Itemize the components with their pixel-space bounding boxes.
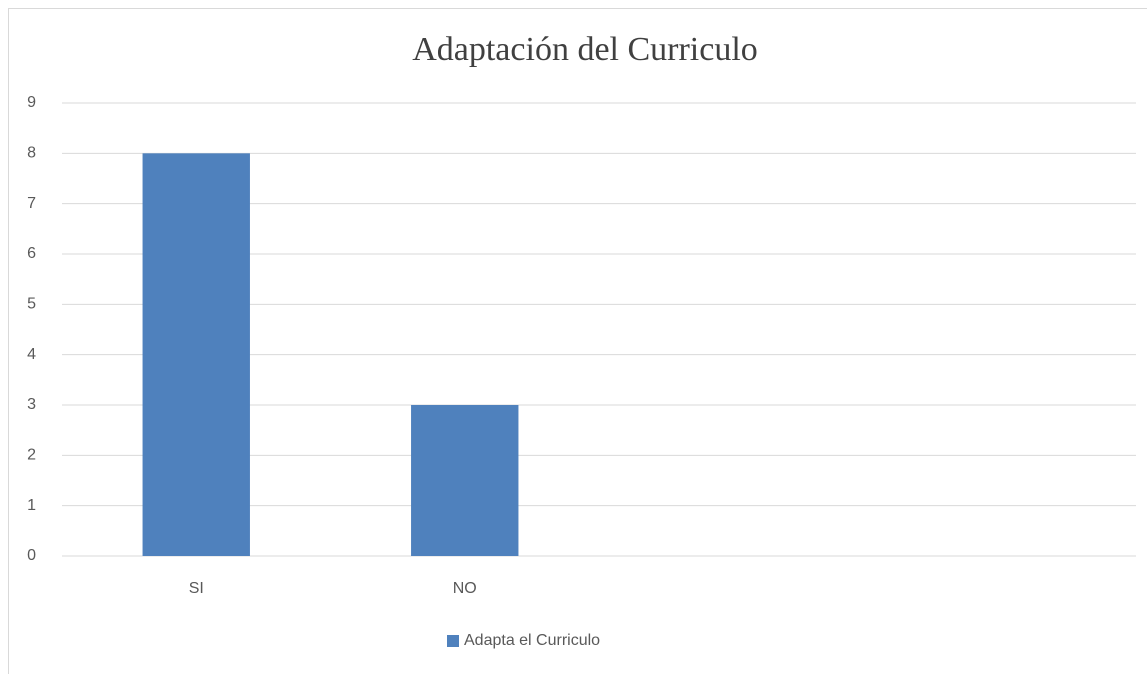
legend-swatch — [447, 635, 459, 647]
y-tick-label: 0 — [27, 547, 36, 564]
chart-title: Adaptación del Curriculo — [412, 31, 758, 68]
y-tick-label: 5 — [27, 296, 36, 313]
legend-label: Adapta el Curriculo — [464, 632, 600, 649]
y-tick-label: 8 — [27, 145, 36, 162]
y-tick-label: 3 — [27, 396, 36, 413]
y-tick-label: 4 — [27, 346, 36, 363]
x-tick-label: NO — [453, 580, 477, 597]
bar — [142, 153, 250, 557]
y-tick-label: 1 — [27, 497, 36, 514]
y-tick-label: 9 — [27, 94, 36, 111]
x-tick-label: SI — [189, 580, 204, 597]
y-tick-label: 2 — [27, 447, 36, 464]
y-tick-label: 6 — [27, 245, 36, 262]
y-tick-label: 7 — [27, 195, 36, 212]
bar — [411, 405, 519, 556]
